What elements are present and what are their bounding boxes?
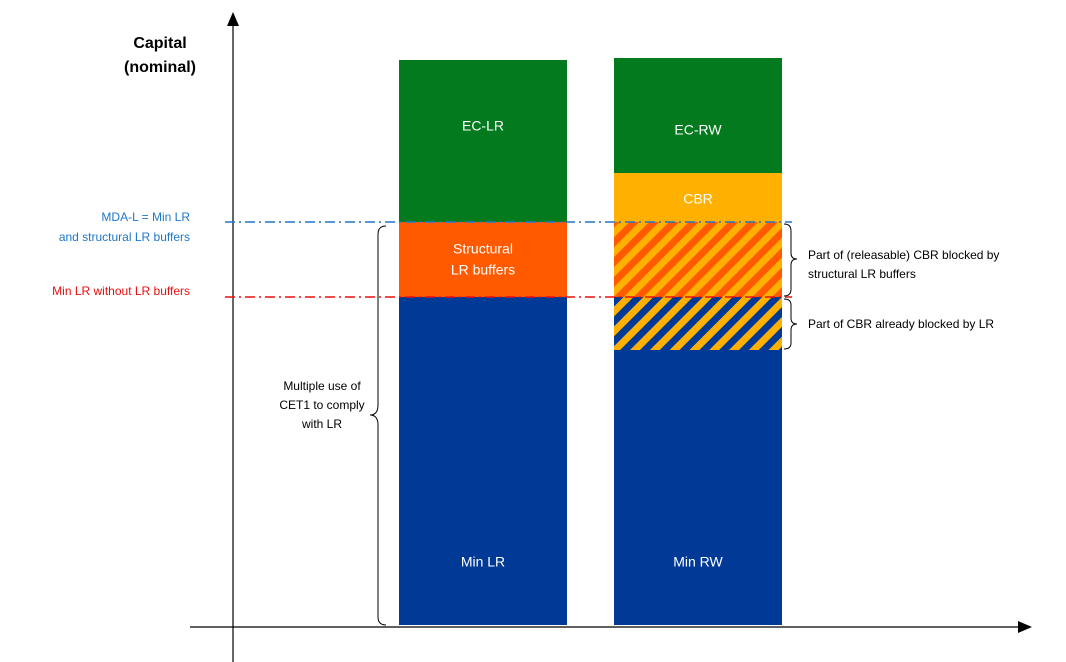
segment [399, 297, 567, 625]
segment [399, 222, 567, 297]
segment-label: Min LR [461, 554, 505, 570]
segment-label: EC-RW [674, 122, 722, 138]
segment [399, 60, 567, 222]
segment [614, 173, 782, 222]
axes [190, 22, 1022, 662]
segment-label: Min RW [673, 554, 723, 570]
segment-label: CBR [683, 191, 713, 207]
brace [783, 298, 798, 350]
annotation: Part of (releasable) CBR blocked by [808, 248, 999, 262]
segment-label: LR buffers [451, 262, 515, 278]
line-label: and structural LR buffers [59, 230, 190, 244]
brace [783, 223, 798, 297]
annotation: Multiple use of [283, 379, 361, 393]
annotation: structural LR buffers [808, 267, 916, 281]
line-label: Min LR without LR buffers [52, 284, 190, 298]
annotation: Part of CBR already blocked by LR [808, 317, 994, 331]
segment [614, 350, 782, 625]
x-arrow [1018, 621, 1032, 633]
annotation: with LR [301, 417, 342, 431]
annotation: CET1 to comply [279, 398, 364, 412]
hatched-segment [614, 297, 782, 350]
brace [369, 225, 387, 626]
segment [614, 58, 782, 173]
segment-label: EC-LR [462, 118, 504, 134]
axis-label: (nominal) [124, 59, 196, 76]
segment-label: Structural [453, 241, 513, 257]
hatched-segment [614, 222, 782, 297]
line-label: MDA-L = Min LR [101, 210, 190, 224]
y-arrow [227, 12, 239, 26]
axis-label: Capital [133, 35, 186, 52]
